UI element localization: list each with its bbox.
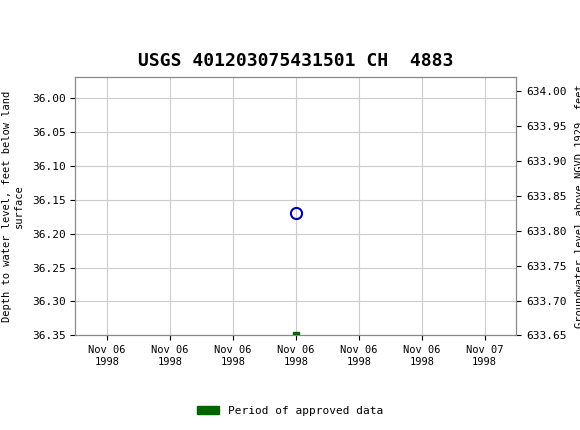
Legend: Period of approved data: Period of approved data <box>193 401 387 420</box>
Title: USGS 401203075431501 CH  4883: USGS 401203075431501 CH 4883 <box>138 52 454 70</box>
Text: ≡USGS: ≡USGS <box>3 16 70 36</box>
Y-axis label: Depth to water level, feet below land
surface: Depth to water level, feet below land su… <box>2 91 24 322</box>
Y-axis label: Groundwater level above NGVD 1929, feet: Groundwater level above NGVD 1929, feet <box>575 85 580 328</box>
